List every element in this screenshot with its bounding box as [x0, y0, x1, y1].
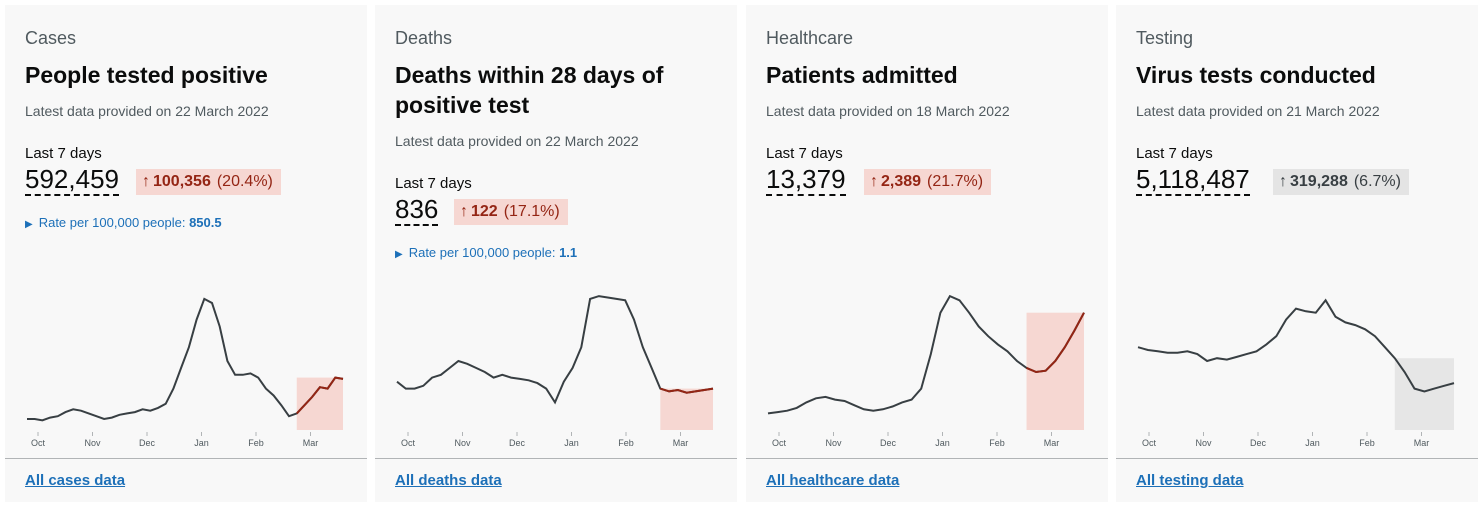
triangle-right-icon: ▶ — [25, 219, 33, 230]
month-label: Oct — [31, 438, 46, 448]
all-data-link[interactable]: All healthcare data — [766, 472, 900, 489]
month-label: Dec — [139, 438, 156, 448]
month-label: Jan — [564, 438, 579, 448]
updated-date: Latest data provided on 21 March 2022 — [1136, 103, 1380, 119]
trend-chart: Oct Nov Dec Jan Feb Mar — [27, 297, 344, 448]
change-percent: (20.4%) — [216, 173, 273, 190]
card-category: Cases — [25, 28, 77, 48]
month-label: Mar — [673, 438, 689, 448]
change-delta: 100,356 — [153, 173, 211, 190]
card-testing: Testing Virus tests conducted Latest data … — [1116, 5, 1478, 502]
updated-date: Latest data provided on 18 March 2022 — [766, 103, 1010, 119]
card-deaths: Deaths Deaths within 28 days of positive … — [375, 5, 737, 502]
period-label: Last 7 days — [395, 175, 472, 192]
change-badge: ↑ 100,356 (20.4%) — [136, 169, 281, 195]
month-label: Mar — [303, 438, 319, 448]
period-label: Last 7 days — [766, 145, 843, 162]
month-label: Nov — [454, 438, 471, 448]
arrow-up-icon: ↑ — [142, 173, 150, 190]
card-category: Healthcare — [766, 28, 854, 48]
all-data-link[interactable]: All deaths data — [395, 472, 502, 489]
month-label: Oct — [772, 438, 787, 448]
rate-value: 850.5 — [189, 215, 222, 230]
card-title: Virus tests conducted — [1136, 62, 1376, 88]
trend-chart: Oct Nov Dec Jan Feb Mar — [767, 294, 1085, 448]
change-delta: 2,389 — [881, 173, 922, 190]
change-delta: 319,288 — [1290, 173, 1348, 190]
month-label: Nov — [84, 438, 101, 448]
updated-date: Latest data provided on 22 March 2022 — [25, 103, 269, 119]
divider — [1116, 458, 1478, 459]
rate-toggle[interactable]: ▶ Rate per 100,000 people: 850.5 — [25, 215, 222, 230]
card-title: Deaths within 28 days of positive test — [395, 62, 664, 118]
month-label: Jan — [935, 438, 950, 448]
headline-value[interactable]: 5,118,487 — [1136, 164, 1250, 196]
month-label: Oct — [1142, 438, 1157, 448]
trend-line — [27, 297, 344, 422]
trend-line — [1137, 298, 1455, 393]
rate-label: Rate per 100,000 people: — [38, 215, 186, 230]
card-title: Patients admitted — [766, 62, 958, 88]
divider — [746, 458, 1108, 459]
card-category: Testing — [1136, 28, 1194, 48]
month-label: Mar — [1414, 438, 1430, 448]
last-7-days-highlight — [660, 388, 713, 430]
month-label: Jan — [194, 438, 209, 448]
trend-chart: Oct Nov Dec Jan Feb Mar — [396, 295, 714, 448]
headline-value[interactable]: 592,459 — [25, 164, 119, 196]
month-label: Jan — [1305, 438, 1320, 448]
trend-chart: Oct Nov Dec Jan Feb Mar — [1137, 298, 1455, 448]
rate-toggle[interactable]: ▶ Rate per 100,000 people: 1.1 — [395, 245, 577, 260]
card-healthcare: Healthcare Patients admitted Latest data p… — [746, 5, 1108, 502]
month-label: Nov — [825, 438, 842, 448]
change-badge: ↑ 122 (17.1%) — [454, 199, 568, 225]
headline-value[interactable]: 836 — [395, 194, 439, 226]
arrow-up-icon: ↑ — [1279, 173, 1287, 190]
headline-value[interactable]: 13,379 — [766, 164, 846, 196]
month-label: Dec — [880, 438, 897, 448]
rate-value: 1.1 — [559, 245, 578, 260]
trend-line-recent — [296, 376, 344, 415]
card-cases: Cases People tested positive Latest data p… — [5, 5, 367, 502]
period-label: Last 7 days — [25, 145, 102, 162]
last-7-days-highlight — [296, 377, 343, 430]
month-label: Dec — [1250, 438, 1267, 448]
change-percent: (21.7%) — [927, 173, 984, 190]
last-7-days-highlight — [1394, 358, 1454, 430]
month-label: Feb — [248, 438, 264, 448]
month-label: Feb — [1359, 438, 1375, 448]
change-percent: (17.1%) — [503, 203, 560, 220]
arrow-up-icon: ↑ — [460, 203, 468, 220]
divider — [375, 458, 737, 459]
month-label: Feb — [618, 438, 634, 448]
trend-line-recent — [659, 387, 714, 394]
arrow-up-icon: ↑ — [870, 173, 878, 190]
month-label: Nov — [1195, 438, 1212, 448]
month-label: Oct — [401, 438, 416, 448]
change-badge: ↑ 2,389 (21.7%) — [864, 169, 992, 195]
month-label: Mar — [1044, 438, 1060, 448]
all-data-link[interactable]: All testing data — [1136, 472, 1244, 489]
card-title: People tested positive — [25, 62, 268, 88]
divider — [5, 458, 367, 459]
change-badge: ↑ 319,288 (6.7%) — [1273, 169, 1409, 195]
card-category: Deaths — [395, 28, 453, 48]
all-data-link[interactable]: All cases data — [25, 472, 126, 489]
triangle-right-icon: ▶ — [395, 249, 403, 260]
rate-label: Rate per 100,000 people: — [408, 245, 556, 260]
month-label: Feb — [989, 438, 1005, 448]
period-label: Last 7 days — [1136, 145, 1213, 162]
month-label: Dec — [509, 438, 526, 448]
trend-line — [396, 295, 714, 405]
change-percent: (6.7%) — [1353, 173, 1401, 190]
change-delta: 122 — [471, 203, 498, 220]
trend-line-recent — [1026, 312, 1085, 374]
updated-date: Latest data provided on 22 March 2022 — [395, 133, 639, 149]
